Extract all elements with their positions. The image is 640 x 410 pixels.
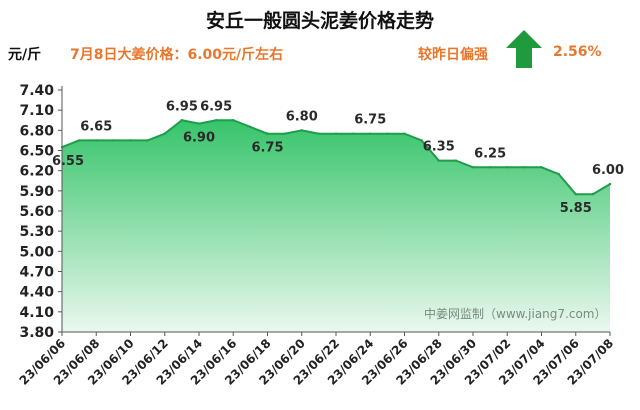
data-point bbox=[129, 139, 132, 142]
y-tick-label: 4.10 bbox=[19, 305, 54, 321]
data-point bbox=[540, 166, 543, 169]
data-point bbox=[608, 182, 612, 186]
y-tick-label: 7.40 bbox=[19, 83, 54, 99]
data-point bbox=[591, 192, 595, 196]
watermark: 中姜网监制（www.jiang7.com） bbox=[424, 307, 607, 321]
data-point bbox=[283, 132, 286, 135]
unit-label: 元/斤 bbox=[8, 47, 42, 63]
data-point bbox=[197, 122, 201, 125]
data-point bbox=[266, 132, 269, 135]
y-tick-label: 3.80 bbox=[19, 325, 54, 341]
data-label: 6.00 bbox=[592, 163, 624, 178]
data-point bbox=[214, 119, 218, 122]
price-area bbox=[62, 120, 610, 332]
data-point bbox=[351, 132, 355, 135]
data-point bbox=[232, 119, 235, 122]
data-point bbox=[180, 119, 184, 122]
data-point bbox=[506, 166, 509, 169]
data-point bbox=[471, 166, 475, 169]
y-tick-label: 4.70 bbox=[19, 265, 54, 281]
price-note: 7月8日大姜价格：6.00元/斤左右 bbox=[70, 47, 284, 63]
data-point bbox=[386, 132, 389, 135]
y-tick-label: 6.50 bbox=[19, 144, 54, 160]
change-label: 较昨日偏强 bbox=[418, 47, 488, 63]
y-tick-label: 6.20 bbox=[19, 164, 54, 180]
data-label: 5.85 bbox=[560, 201, 592, 216]
y-tick-label: 5.60 bbox=[19, 204, 54, 220]
data-label: 6.95 bbox=[166, 99, 198, 114]
data-label: 6.90 bbox=[183, 131, 215, 146]
y-tick-label: 5.90 bbox=[19, 184, 54, 200]
data-point bbox=[163, 132, 166, 135]
y-tick-label: 5.00 bbox=[19, 244, 54, 260]
data-point bbox=[146, 139, 149, 142]
data-point bbox=[574, 192, 577, 196]
data-point bbox=[557, 172, 560, 176]
data-point bbox=[523, 166, 526, 169]
data-label: 6.55 bbox=[52, 154, 84, 169]
data-label: 6.75 bbox=[354, 113, 386, 128]
data-point bbox=[488, 166, 492, 169]
data-label: 6.95 bbox=[200, 99, 232, 114]
data-point bbox=[95, 139, 98, 142]
y-tick-label: 4.40 bbox=[19, 285, 54, 301]
data-label: 6.65 bbox=[80, 119, 112, 134]
up-arrow-icon bbox=[506, 30, 542, 68]
data-point bbox=[300, 129, 303, 132]
data-label: 6.25 bbox=[474, 146, 506, 161]
data-point bbox=[437, 159, 440, 162]
data-point bbox=[369, 132, 372, 135]
y-tick-label: 6.80 bbox=[19, 123, 54, 139]
data-label: 6.80 bbox=[286, 109, 318, 124]
data-label: 6.35 bbox=[423, 140, 455, 155]
data-point bbox=[403, 132, 406, 135]
data-point bbox=[249, 125, 252, 129]
change-value: 2.56% bbox=[553, 44, 602, 60]
data-point bbox=[317, 132, 321, 135]
data-point bbox=[77, 139, 81, 142]
data-point bbox=[112, 139, 115, 142]
data-label: 6.75 bbox=[251, 141, 283, 156]
y-tick-label: 7.10 bbox=[19, 103, 54, 119]
data-point bbox=[334, 132, 338, 135]
chart-title: 安丘一般圆头泥姜价格走势 bbox=[205, 10, 434, 32]
y-tick-label: 5.30 bbox=[19, 224, 54, 240]
data-point bbox=[454, 159, 458, 162]
data-point bbox=[420, 139, 423, 142]
